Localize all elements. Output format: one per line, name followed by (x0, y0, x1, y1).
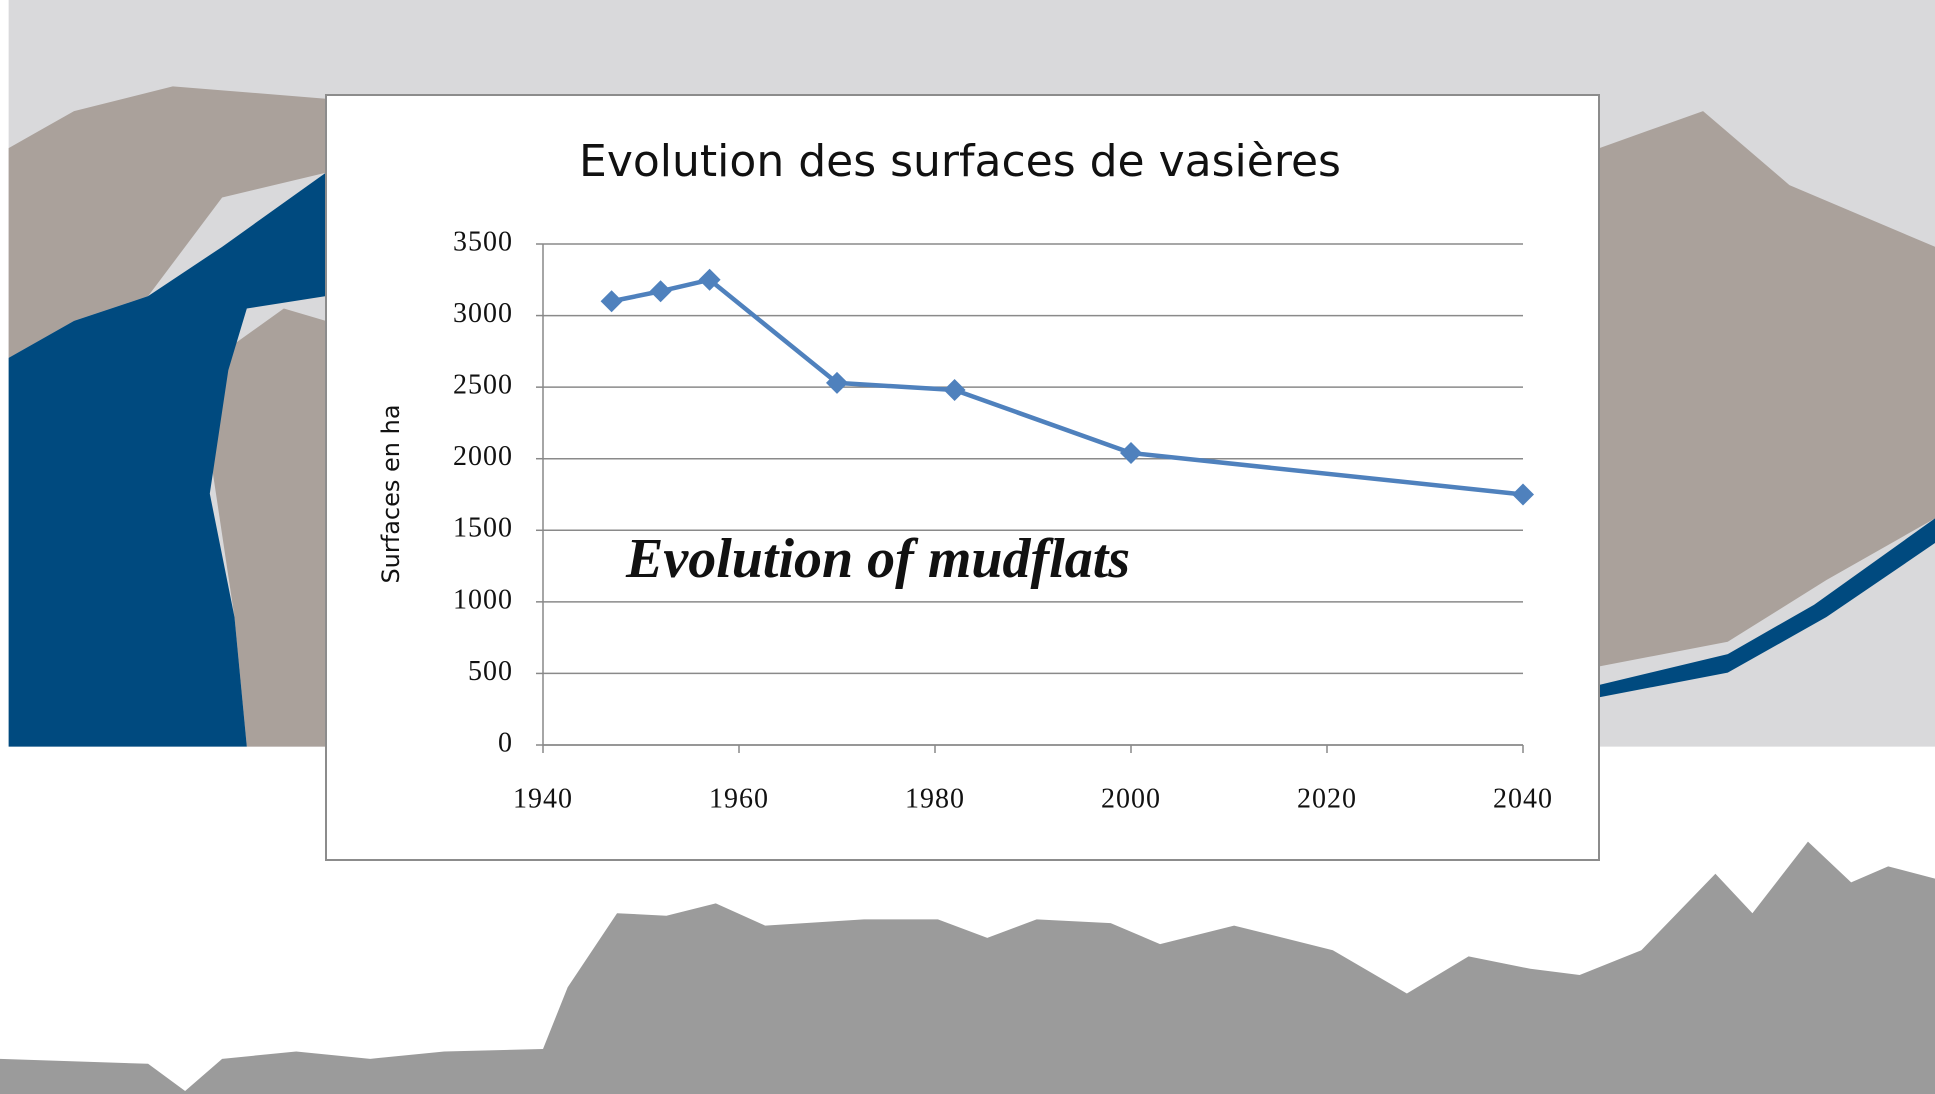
x-tick-label: 2020 (1297, 783, 1357, 814)
x-tick-label: 2000 (1101, 783, 1161, 814)
y-tick-label: 500 (468, 656, 513, 687)
x-tick-label: 1980 (905, 783, 965, 814)
x-tick-label: 1940 (513, 783, 573, 814)
y-tick-label: 3500 (453, 226, 513, 257)
y-tick-label: 1000 (453, 584, 513, 615)
y-tick-label: 2500 (453, 370, 513, 401)
slide: Evolution des surfaces de vasières Surfa… (0, 0, 1935, 1094)
x-tick-label: 2040 (1493, 783, 1553, 814)
x-tick-label: 1960 (709, 783, 769, 814)
page: {"chart_data": {"type": "line", "title":… (0, 0, 1935, 1094)
annotation: Evolution of mudflats (625, 528, 1130, 590)
y-tick-label: 1500 (453, 513, 513, 544)
y-tick-label: 3000 (453, 298, 513, 329)
y-tick-label: 0 (498, 727, 513, 758)
chart-title: Evolution des surfaces de vasières (579, 136, 1341, 187)
y-axis-label: Surfaces en ha (377, 404, 405, 583)
y-tick-label: 2000 (453, 441, 513, 472)
